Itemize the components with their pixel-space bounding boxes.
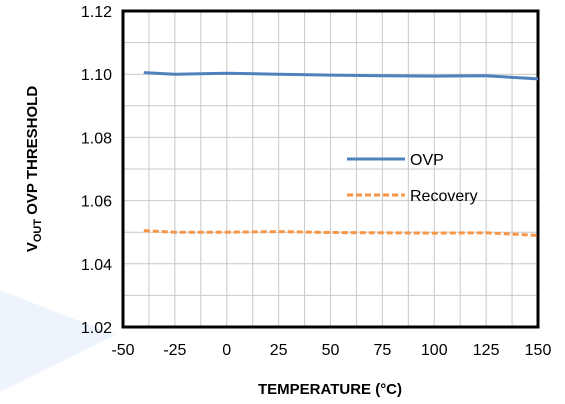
x-tick-label: 25 xyxy=(270,342,288,359)
y-tick-label: 1.08 xyxy=(81,130,112,147)
y-tick-label: 1.06 xyxy=(81,194,112,211)
legend-label-recovery: Recovery xyxy=(410,188,478,205)
series-line-ovp xyxy=(143,71,539,81)
x-tick-label: 100 xyxy=(421,342,448,359)
y-tick-label: 1.04 xyxy=(81,257,112,274)
y-tick-label: 1.02 xyxy=(81,320,112,337)
y-tick-labels: 1.02 1.04 1.06 1.08 1.10 1.12 xyxy=(81,4,112,337)
y-axis-title-rest: OVP THRESHOLD xyxy=(24,86,41,219)
background-decoration xyxy=(0,290,115,392)
legend: OVP Recovery xyxy=(347,152,478,205)
x-tick-label: 50 xyxy=(322,342,340,359)
x-tick-label: -25 xyxy=(163,342,186,359)
plot-frame xyxy=(121,9,540,329)
x-tick-label: 0 xyxy=(222,342,231,359)
x-tick-label: -50 xyxy=(111,342,134,359)
y-tick-label: 1.12 xyxy=(81,4,112,21)
grid xyxy=(123,11,538,327)
x-tick-labels: -50 -25 0 25 50 75 100 125 150 xyxy=(111,342,551,359)
legend-label-ovp: OVP xyxy=(410,152,444,169)
x-tick-label: 125 xyxy=(473,342,500,359)
x-tick-label: 75 xyxy=(373,342,391,359)
series-line-recovery xyxy=(143,229,539,237)
y-axis-title-subscript: OUT xyxy=(32,219,44,243)
x-tick-label: 150 xyxy=(525,342,552,359)
y-axis-title-main: V xyxy=(24,242,41,252)
y-axis-title: VOUT OVP THRESHOLD xyxy=(24,86,44,252)
x-axis-title: TEMPERATURE (°C) xyxy=(258,381,402,398)
series-layer xyxy=(143,71,539,237)
y-tick-label: 1.10 xyxy=(81,67,112,84)
